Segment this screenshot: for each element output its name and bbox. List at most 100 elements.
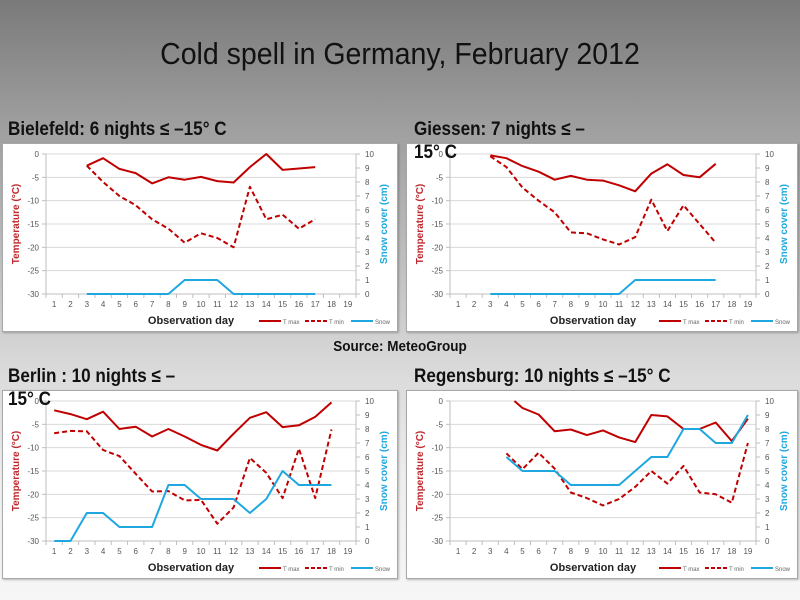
y-tick-label: -5 — [32, 173, 40, 182]
series-t-max — [86, 153, 316, 185]
y2-tick-label: 7 — [765, 439, 770, 448]
x-tick-label: 16 — [695, 547, 704, 556]
x-tick-label: 13 — [647, 547, 656, 556]
berlin-header: Berlin : 10 nights ≤ – 15° C — [8, 365, 175, 411]
x-tick-label: 1 — [52, 300, 57, 309]
y-tick-label: -20 — [431, 490, 443, 499]
x-tick-label: 9 — [585, 547, 590, 556]
y2-axis-title: Snow cover (cm) — [379, 431, 390, 511]
y2-tick-label: 9 — [365, 164, 370, 173]
x-tick-label: 6 — [536, 300, 541, 309]
y2-tick-label: 9 — [365, 411, 370, 420]
y2-tick-label: 8 — [365, 178, 370, 187]
series-snow — [86, 279, 316, 295]
y-axis-title: Temperature (°C) — [415, 184, 426, 265]
y-tick-label: -10 — [431, 197, 443, 206]
x-tick-label: 15 — [679, 300, 688, 309]
x-tick-label: 8 — [569, 547, 574, 556]
series-t-min — [505, 442, 749, 507]
y2-tick-label: 6 — [365, 453, 370, 462]
y-tick-label: -15 — [27, 220, 39, 229]
y-axis-title: Temperature (°C) — [11, 184, 22, 265]
y2-tick-label: 7 — [365, 192, 370, 201]
regensburg-header: Regensburg: 10 nights ≤ –15° C — [414, 366, 671, 387]
x-tick-label: 6 — [536, 547, 541, 556]
x-tick-label: 4 — [101, 547, 106, 556]
x-tick-label: 13 — [647, 300, 656, 309]
x-tick-label: 9 — [182, 300, 187, 309]
legend-label: T min — [329, 567, 344, 573]
x-tick-label: 6 — [134, 547, 139, 556]
legend-label: T min — [729, 567, 744, 573]
chart-bielefeld: 0 -5 -10 -15 -20 -25 -30 10 9 8 7 6 5 4 3 2 1 0 1 2 3 4 5 6 7 8 9 1… — [2, 143, 398, 332]
legend-label: Snow — [375, 567, 391, 573]
y2-tick-label: 4 — [765, 234, 770, 243]
x-tick-label: 9 — [182, 547, 187, 556]
x-axis-title: Observation day — [550, 562, 637, 574]
y2-tick-label: 5 — [765, 467, 770, 476]
source-note: Source: MeteoGroup — [333, 338, 467, 355]
x-tick-label: 13 — [245, 547, 254, 556]
x-tick-label: 4 — [504, 300, 509, 309]
x-tick-label: 11 — [213, 300, 222, 309]
y2-tick-label: 4 — [365, 481, 370, 490]
x-tick-label: 3 — [488, 300, 493, 309]
x-tick-label: 5 — [520, 300, 525, 309]
berlin-header-line2: 15° C — [8, 389, 51, 410]
y2-tick-label: 2 — [765, 262, 770, 271]
y2-tick-label: 6 — [765, 453, 770, 462]
series-t-min — [86, 164, 316, 249]
x-tick-label: 4 — [101, 300, 106, 309]
y-tick-label: 0 — [35, 150, 40, 159]
y-tick-label: -25 — [431, 267, 443, 276]
giessen-header: Giessen: 7 nights ≤ – 15° C — [414, 118, 585, 164]
x-tick-label: 14 — [663, 300, 672, 309]
legend-label: T max — [283, 320, 300, 326]
y2-axis-title: Snow cover (cm) — [779, 431, 790, 511]
x-tick-label: 10 — [599, 300, 608, 309]
legend-label: Snow — [775, 567, 791, 573]
x-tick-label: 18 — [727, 547, 736, 556]
x-tick-label: 2 — [472, 300, 477, 309]
x-tick-label: 6 — [134, 300, 139, 309]
legend: T max T min Snow — [659, 320, 791, 326]
y2-axis-title: Snow cover (cm) — [779, 184, 790, 264]
y-tick-label: -10 — [431, 444, 443, 453]
y2-tick-label: 2 — [365, 262, 370, 271]
y-tick-label: -5 — [32, 420, 40, 429]
x-tick-label: 5 — [117, 547, 122, 556]
x-tick-label: 1 — [456, 300, 461, 309]
y2-tick-label: 7 — [765, 192, 770, 201]
y2-tick-label: 5 — [765, 220, 770, 229]
legend-label: T max — [683, 567, 700, 573]
y-tick-label: -25 — [27, 267, 39, 276]
y-tick-label: -25 — [27, 514, 39, 523]
y-tick-label: -15 — [431, 220, 443, 229]
x-tick-label: 2 — [68, 547, 73, 556]
gridlines — [42, 153, 360, 298]
y-tick-label: -10 — [27, 444, 39, 453]
y2-tick-label: 10 — [765, 397, 774, 406]
legend-label: Snow — [775, 320, 791, 326]
y-tick-label: -30 — [27, 537, 39, 546]
y2-tick-label: 3 — [765, 495, 770, 504]
y-tick-label: -20 — [27, 490, 39, 499]
x-axis-title: Observation day — [148, 562, 235, 574]
x-tick-label: 11 — [615, 300, 624, 309]
y-tick-label: -15 — [431, 467, 443, 476]
x-tick-label: 10 — [197, 300, 206, 309]
x-tick-label: 3 — [85, 300, 90, 309]
slide-title: Cold spell in Germany, February 2012 — [160, 36, 640, 71]
y-axis-title: Temperature (°C) — [11, 431, 22, 512]
y2-tick-label: 7 — [365, 439, 370, 448]
x-tick-label: 5 — [520, 547, 525, 556]
y2-tick-label: 8 — [365, 425, 370, 434]
y2-tick-label: 2 — [365, 509, 370, 518]
x-tick-label: 3 — [85, 547, 90, 556]
y2-tick-label: 6 — [765, 206, 770, 215]
y-tick-label: -20 — [431, 243, 443, 252]
x-tick-label: 18 — [327, 547, 336, 556]
